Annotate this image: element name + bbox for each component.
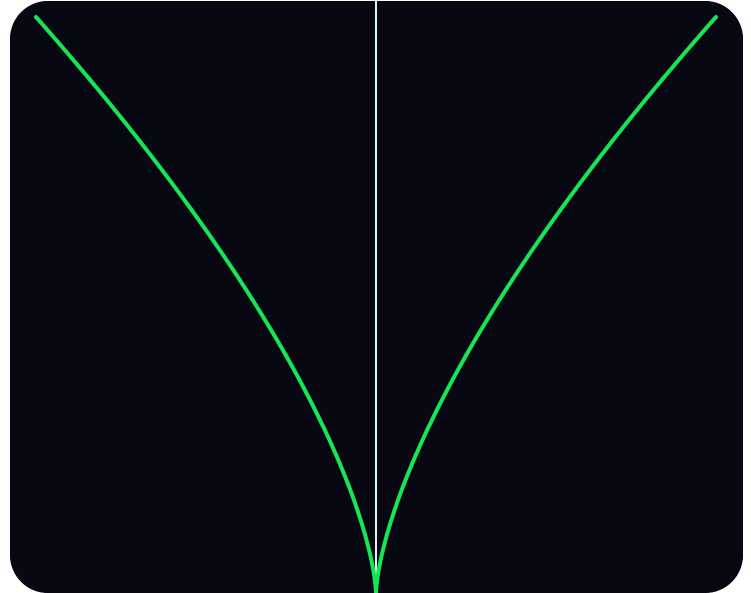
visualizer-screen [10,1,743,593]
right-cusp-curve [374,15,718,593]
left-cusp-curve [34,15,378,593]
visualizer-canvas [10,1,743,593]
